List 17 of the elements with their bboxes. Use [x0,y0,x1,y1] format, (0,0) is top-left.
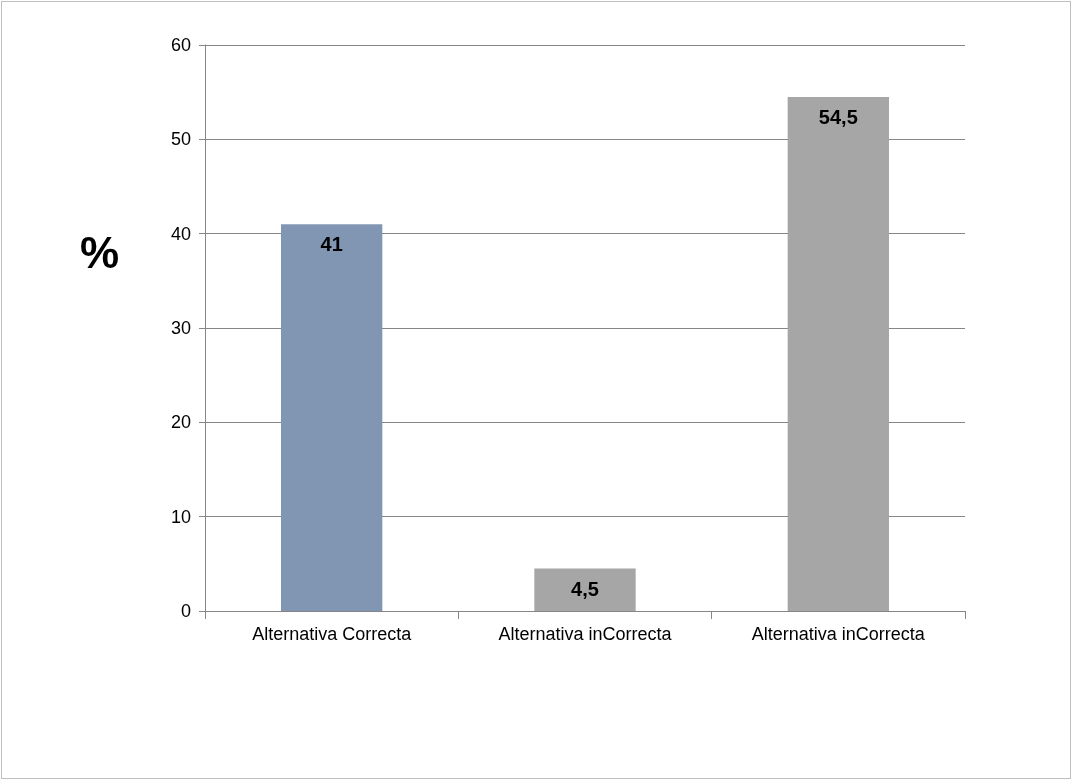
bar [534,568,636,611]
y-tick-label: 10 [170,506,191,527]
bar [281,224,383,611]
y-axis-title: % [80,227,120,277]
y-tick-label: 60 [170,35,191,55]
y-tick-label: 0 [180,601,191,621]
y-tick-label: 30 [170,318,191,338]
y-tick-label: 20 [170,412,191,433]
data-label: 41 [320,233,343,256]
x-tick-label: Alternativa Correcta [252,624,413,644]
y-tick-label: 50 [170,129,191,150]
bar [787,96,889,611]
x-tick-label: Alternativa inCorrecta [498,624,673,644]
y-tick-label: 40 [170,223,191,244]
x-tick-label: Alternativa inCorrecta [751,624,926,644]
data-label: 54,5 [818,105,858,128]
data-label: 4,5 [571,577,599,600]
